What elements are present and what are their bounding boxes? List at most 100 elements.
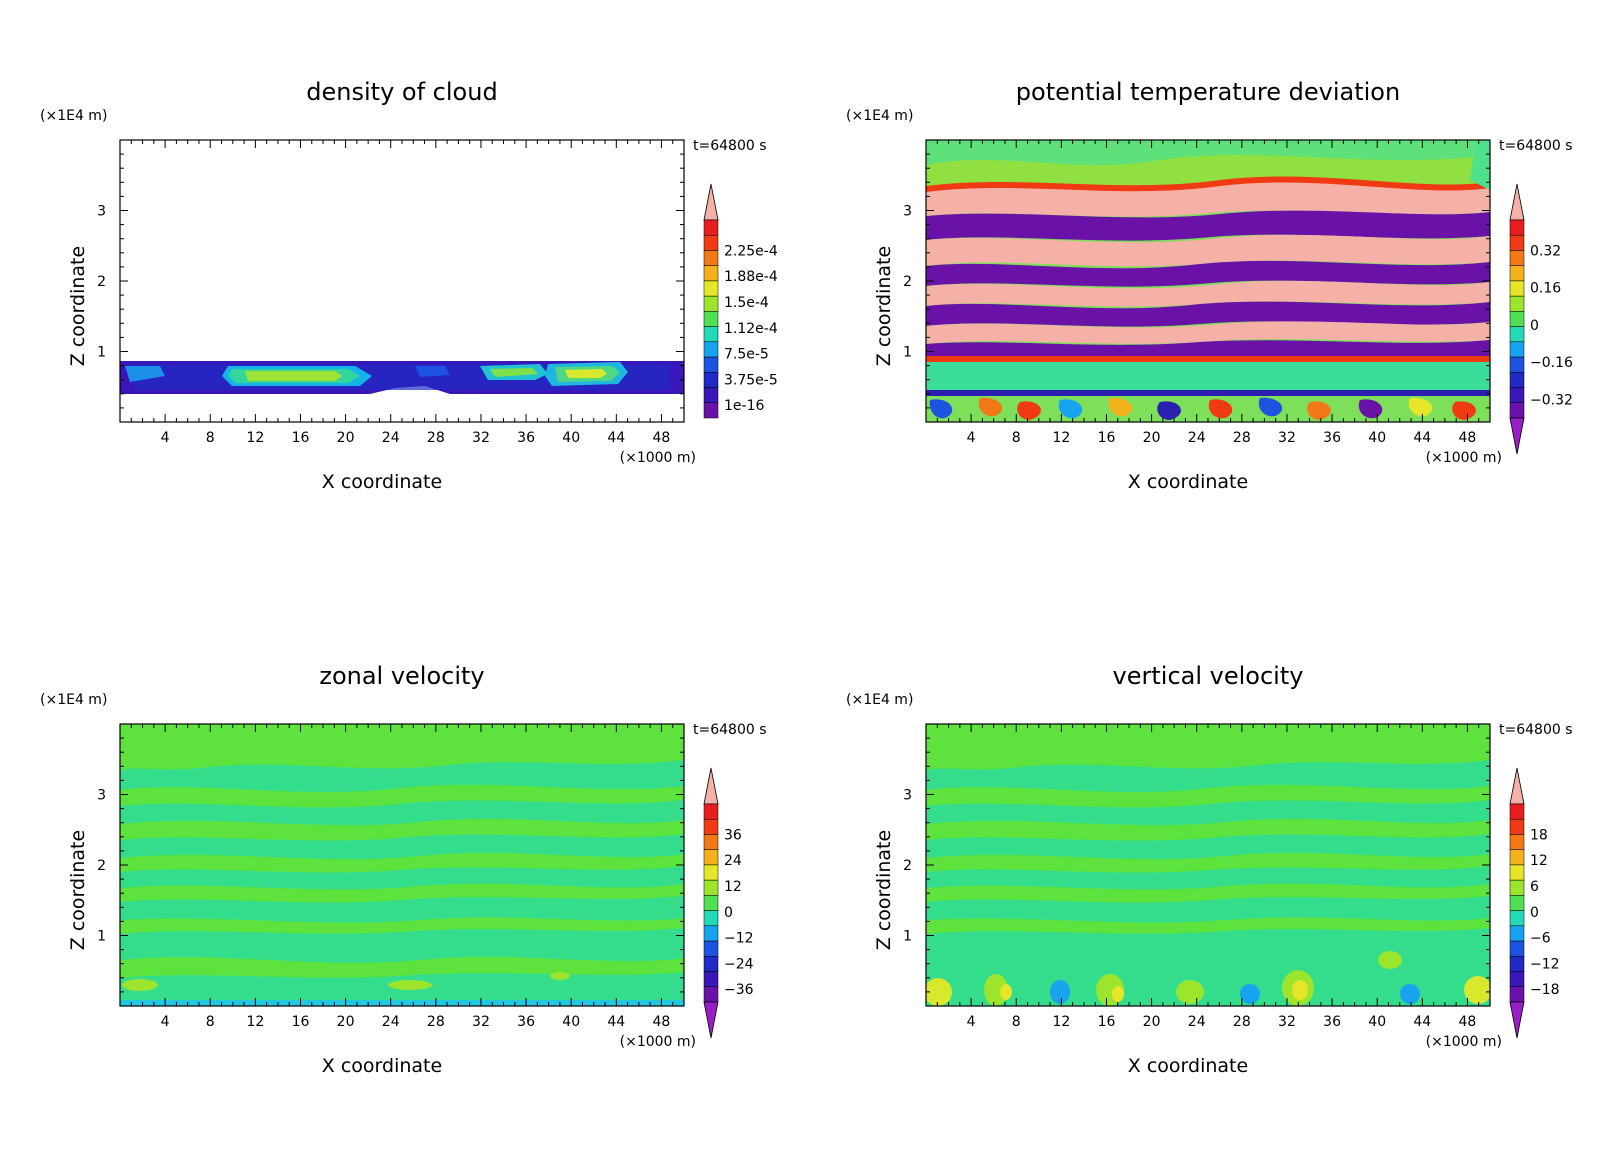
y-unit-label: (×1E4 m)	[846, 108, 913, 124]
y-tick-label: 2	[97, 274, 106, 290]
colorbar-label: −0.32	[1530, 392, 1573, 408]
x-tick-label: 8	[1012, 1014, 1021, 1030]
colorbar-label: 7.5e-5	[724, 347, 769, 363]
time-label: t=64800 s	[693, 138, 767, 154]
colorbar-swatch	[703, 925, 719, 942]
y-unit-label: (×1E4 m)	[40, 692, 107, 708]
x-tick-label: 16	[292, 430, 310, 446]
time-label: t=64800 s	[1499, 138, 1573, 154]
chart-title: vertical velocity	[1113, 662, 1304, 690]
x-tick-label: 16	[1098, 1014, 1116, 1030]
colorbar-label: 0.32	[1530, 243, 1561, 259]
y-axis-label: Z coordinate	[873, 246, 895, 366]
x-tick-label: 20	[1143, 430, 1161, 446]
y-tick-label: 1	[97, 929, 106, 945]
colorbar-swatch	[1509, 956, 1525, 972]
x-tick-label: 32	[472, 430, 490, 446]
colorbar-swatch	[703, 295, 719, 312]
colorbar-swatch	[703, 326, 719, 343]
colorbar-label: 18	[1530, 827, 1548, 843]
x-axis-label: X coordinate	[1128, 471, 1248, 493]
colorbar-swatch	[703, 311, 719, 327]
x-tick-label: 28	[1233, 430, 1251, 446]
colorbar-label: −36	[724, 982, 754, 998]
x-unit-label: (×1000 m)	[1426, 450, 1502, 466]
y-tick-label: 3	[97, 788, 106, 804]
x-tick-label: 24	[382, 1014, 400, 1030]
plot-area	[926, 140, 1490, 422]
x-tick-label: 24	[1188, 430, 1206, 446]
x-tick-label: 36	[517, 430, 535, 446]
x-tick-label: 40	[562, 1014, 580, 1030]
y-tick-label: 1	[97, 345, 106, 361]
y-axis-label: Z coordinate	[67, 246, 89, 366]
colorbar-label: 1.12e-4	[724, 321, 778, 337]
colorbar-swatch	[703, 986, 719, 1003]
y-tick-label: 2	[903, 858, 912, 874]
colorbar-label: 1.5e-4	[724, 295, 769, 311]
colorbar-swatch	[1509, 387, 1525, 404]
x-tick-label: 40	[562, 430, 580, 446]
colorbar-arrow-top	[703, 767, 719, 805]
y-tick-label: 1	[903, 929, 912, 945]
colorbar-swatch	[703, 849, 719, 866]
colorbar: 2.25e-4 1.88e-4 1.5e-4 1.12e-4 7.5e-5 3.75e-5…	[703, 183, 778, 419]
colorbar-swatch	[703, 971, 719, 988]
x-tick-label: 16	[292, 1014, 310, 1030]
colorbar-swatch	[1509, 971, 1525, 988]
colorbar-swatch	[1509, 910, 1525, 927]
x-tick-label: 4	[967, 1014, 976, 1030]
colorbar-label: 0.16	[1530, 281, 1561, 297]
y-tick-label: 3	[97, 204, 106, 220]
x-tick-label: 20	[337, 430, 355, 446]
plot-area	[120, 140, 684, 422]
x-tick-label: 40	[1368, 1014, 1386, 1030]
colorbar-swatch	[1509, 803, 1525, 820]
x-tick-label: 48	[653, 430, 671, 446]
colorbar-label: 24	[724, 853, 742, 869]
y-unit-label: (×1E4 m)	[40, 108, 107, 124]
colorbar-swatch	[703, 341, 719, 358]
x-tick-label: 44	[1413, 1014, 1431, 1030]
colorbar-label: 2.25e-4	[724, 243, 778, 259]
colorbar-swatch	[703, 956, 719, 972]
x-unit-label: (×1000 m)	[1426, 1034, 1502, 1050]
colorbar-swatch	[703, 895, 719, 911]
colorbar-label: 1.88e-4	[724, 269, 778, 285]
colorbar-swatch	[1509, 986, 1525, 1003]
x-unit-label: (×1000 m)	[620, 450, 696, 466]
colorbar-arrow-bottom	[1509, 1001, 1525, 1039]
colorbar-swatch	[703, 940, 719, 957]
x-tick-label: 32	[1278, 430, 1296, 446]
x-tick-label: 28	[1233, 1014, 1251, 1030]
x-tick-label: 8	[206, 1014, 215, 1030]
colorbar-label: 0	[724, 905, 733, 921]
colorbar-swatch	[1509, 219, 1525, 236]
colorbar-label: 0	[1530, 318, 1539, 334]
colorbar-swatch	[703, 803, 719, 820]
colorbar-arrow-top	[703, 183, 719, 221]
colorbar-label: 1e-16	[724, 398, 764, 414]
chart-title: potential temperature deviation	[1016, 78, 1400, 106]
x-tick-label: 48	[653, 1014, 671, 1030]
x-tick-label: 8	[206, 430, 215, 446]
y-tick-label: 2	[903, 274, 912, 290]
colorbar-swatch	[703, 234, 719, 251]
colorbar-swatch	[703, 250, 719, 266]
cloud-blob	[415, 366, 450, 377]
colorbar-swatch	[1509, 356, 1525, 373]
x-tick-label: 12	[1052, 1014, 1070, 1030]
x-axis-label: X coordinate	[322, 471, 442, 493]
cloud-blob	[245, 371, 342, 381]
x-tick-label: 32	[472, 1014, 490, 1030]
colorbar-swatch	[1509, 402, 1525, 419]
x-tick-label: 8	[1012, 430, 1021, 446]
colorbar: 36 24 12 0 −12 −24 −36	[703, 767, 754, 1039]
x-axis-label: X coordinate	[1128, 1055, 1248, 1077]
panel-potential-temperature: potential temperature deviation (×1E4 m)…	[846, 78, 1573, 422]
x-tick-label: 36	[1323, 1014, 1341, 1030]
x-tick-label: 32	[1278, 1014, 1296, 1030]
colorbar-swatch	[703, 402, 719, 419]
